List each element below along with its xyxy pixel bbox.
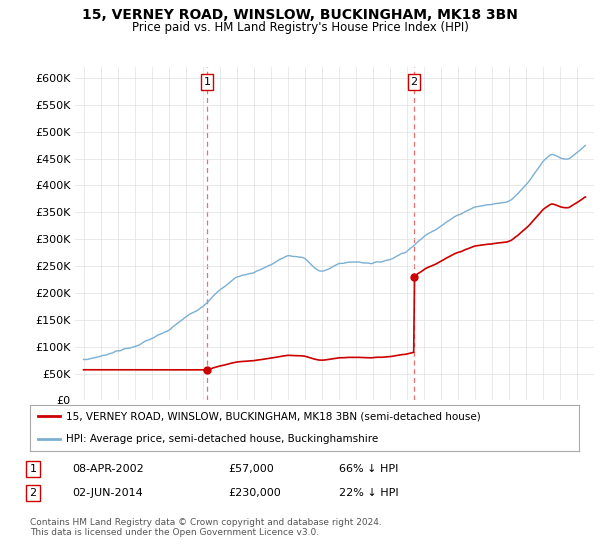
Text: 08-APR-2002: 08-APR-2002 — [72, 464, 144, 474]
Text: 2: 2 — [29, 488, 37, 498]
Text: Contains HM Land Registry data © Crown copyright and database right 2024.
This d: Contains HM Land Registry data © Crown c… — [30, 518, 382, 538]
Text: 2: 2 — [410, 77, 418, 87]
Text: 1: 1 — [29, 464, 37, 474]
Text: HPI: Average price, semi-detached house, Buckinghamshire: HPI: Average price, semi-detached house,… — [65, 435, 378, 444]
Text: £57,000: £57,000 — [228, 464, 274, 474]
Text: 15, VERNEY ROAD, WINSLOW, BUCKINGHAM, MK18 3BN: 15, VERNEY ROAD, WINSLOW, BUCKINGHAM, MK… — [82, 8, 518, 22]
Text: £230,000: £230,000 — [228, 488, 281, 498]
Text: 1: 1 — [204, 77, 211, 87]
Text: Price paid vs. HM Land Registry's House Price Index (HPI): Price paid vs. HM Land Registry's House … — [131, 21, 469, 34]
Text: 15, VERNEY ROAD, WINSLOW, BUCKINGHAM, MK18 3BN (semi-detached house): 15, VERNEY ROAD, WINSLOW, BUCKINGHAM, MK… — [65, 412, 481, 421]
Text: 02-JUN-2014: 02-JUN-2014 — [72, 488, 143, 498]
Text: 22% ↓ HPI: 22% ↓ HPI — [339, 488, 398, 498]
Text: 66% ↓ HPI: 66% ↓ HPI — [339, 464, 398, 474]
